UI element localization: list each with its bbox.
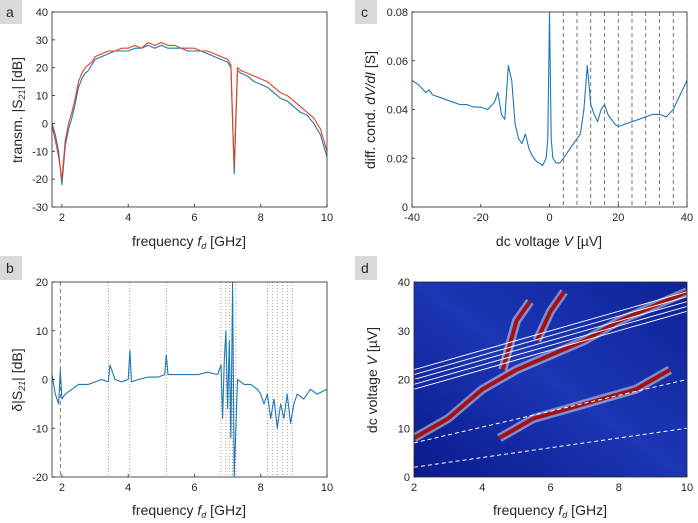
panel-d-xtick-label: 6: [547, 482, 553, 494]
panel-b-xtick-label: 8: [258, 482, 264, 494]
heatmap-white-line-1: [414, 305, 687, 385]
panel-label-c-text: c: [361, 4, 368, 20]
panel-c-diff-conductance: -40 -20 0 20 40 0 0.02 0.04 0.06 0.08 dc voltage …: [362, 7, 693, 249]
panel-a-series-0: [52, 44, 327, 186]
panel-d-ytick-label: 40: [398, 277, 410, 289]
panel-b-ytick-label: -20: [32, 472, 48, 484]
panel-d-ytick-label: 30: [398, 326, 410, 338]
panel-a-frame: [51, 11, 328, 208]
panel-a-ytick-label: -30: [32, 202, 48, 214]
heatmap-band-3: [535, 290, 566, 342]
panel-b-xtick-label: 10: [321, 482, 333, 494]
panel-a-xtick-label: 6: [191, 212, 197, 224]
panel-c-ytick-label: 0.04: [387, 105, 408, 117]
panel-d-colormap: 2 4 6 8 10 0 10 20 30 40 frequency fd [GHz] dc vo…: [364, 277, 693, 520]
panel-b-ytick-label: 10: [36, 326, 48, 338]
panel-a-ytick-label: 30: [36, 35, 48, 47]
panel-c-xlabel: dc voltage V [µV]: [496, 233, 602, 249]
heatmap-band-1: [498, 368, 671, 440]
panel-d-ytick-label: 10: [398, 423, 410, 435]
heatmap-white-line-0: [414, 310, 687, 390]
heatmap-white-line-2: [414, 301, 687, 380]
panel-c-xtick-label: 40: [681, 212, 693, 224]
heatmap-white-line-3: [414, 296, 687, 376]
panel-a-xtick-label: 2: [59, 212, 65, 224]
panel-b-ylabel: δ|S21| [dB]: [9, 348, 27, 411]
panel-label-d: d: [355, 256, 377, 280]
panel-a-ytick-label: 40: [36, 7, 48, 19]
panel-b-series-0: [52, 282, 327, 477]
panel-b-xtick-label: 2: [59, 482, 65, 494]
panel-d-ytick-label: 0: [404, 472, 410, 484]
panel-b-difference: 2 4 6 8 10 -20 -10 0 10 20 frequency fd [GHz] δ|S…: [9, 277, 333, 520]
panel-c-xtick-label: -40: [404, 212, 420, 224]
panel-b-xlabel: frequency fd [GHz]: [132, 502, 246, 520]
panel-label-c: c: [355, 0, 377, 24]
heatmap-white-line-4: [414, 291, 687, 371]
panel-a-xtick-label: 4: [125, 212, 131, 224]
panel-c-ytick-label: 0.02: [387, 153, 408, 165]
heatmap-band-2: [500, 300, 532, 371]
panel-label-d-text: d: [361, 260, 369, 276]
panel-b-xtick-label: 4: [125, 482, 131, 494]
panel-a-xlabel: frequency fd [GHz]: [132, 233, 246, 251]
panel-c-xtick-label: 20: [612, 212, 624, 224]
panel-a-ytick-label: 0: [42, 118, 48, 130]
panel-a-ytick-label: -10: [32, 146, 48, 158]
panel-label-a: a: [0, 0, 22, 24]
panel-d-ytick-label: 20: [398, 375, 410, 387]
panel-a-ytick-label: 10: [36, 91, 48, 103]
panel-c-ylabel: diff. cond. dV/dI [S]: [362, 51, 378, 169]
heatmap-band-0: [414, 289, 687, 440]
panel-a-ylabel: transm. |S21| [dB]: [9, 57, 27, 163]
heatmap-dashed-line-0: [414, 427, 687, 468]
panel-b-frame: [51, 281, 328, 478]
panel-label-b-text: b: [6, 260, 14, 276]
heatmap-dashed-line-1: [414, 379, 687, 444]
panel-c-series-0: [412, 12, 687, 167]
panel-label-a-text: a: [6, 4, 14, 20]
panel-a-xtick-label: 10: [321, 212, 333, 224]
panel-d-xtick-label: 8: [616, 482, 622, 494]
panel-a-xtick-label: 8: [258, 212, 264, 224]
panel-b-ytick-label: -10: [32, 423, 48, 435]
panel-a-ytick-label: 20: [36, 63, 48, 75]
panel-c-ytick-label: 0.06: [387, 56, 408, 68]
panel-c-xtick-label: -20: [473, 212, 489, 224]
panel-c-ytick-label: 0: [402, 202, 408, 214]
panel-d-xlabel: frequency fd [GHz]: [493, 502, 607, 520]
panel-c-xtick-label: 0: [546, 212, 552, 224]
panel-d-xtick-label: 10: [681, 482, 693, 494]
panel-c-ytick-label: 0.08: [387, 7, 408, 19]
panel-a-transmission: 2 4 6 8 10 -30 -20 -10 0 10 20 30 40 frequency fd [G…: [9, 7, 333, 251]
panel-a-series-1: [52, 42, 327, 180]
panel-d-xtick-label: 2: [411, 482, 417, 494]
panel-d-xtick-label: 4: [479, 482, 485, 494]
panel-b-ytick-label: 20: [36, 277, 48, 289]
panel-d-ylabel: dc voltage V [µV]: [364, 327, 380, 433]
panel-b-xtick-label: 6: [191, 482, 197, 494]
panel-label-b: b: [0, 256, 22, 280]
panel-a-ytick-label: -20: [32, 174, 48, 186]
panel-b-ytick-label: 0: [42, 375, 48, 387]
